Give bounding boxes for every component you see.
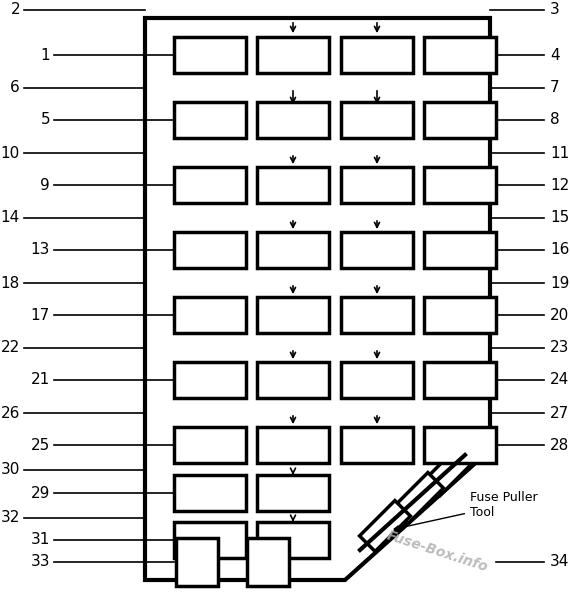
Text: 23: 23 [550,340,569,355]
Text: 22: 22 [1,340,20,355]
Text: 25: 25 [31,437,50,452]
Text: 2: 2 [10,2,20,17]
Text: 21: 21 [31,373,50,388]
Text: 8: 8 [550,113,560,127]
Text: 9: 9 [40,178,50,193]
Bar [341,37,413,73]
Text: 26: 26 [1,406,20,421]
Bar [247,538,289,586]
Text: 3: 3 [550,2,560,17]
Bar [424,427,496,463]
Bar [174,362,246,398]
Text: 24: 24 [550,373,569,388]
Bar [257,232,329,268]
Text: 11: 11 [550,145,569,160]
Text: 13: 13 [31,242,50,257]
Text: 15: 15 [550,211,569,226]
Text: 29: 29 [31,485,50,500]
Bar [424,167,496,203]
Text: 33: 33 [31,554,50,569]
Bar [257,297,329,333]
Bar [424,102,496,138]
Text: 14: 14 [1,211,20,226]
Bar [341,427,413,463]
Bar [341,102,413,138]
Text: 6: 6 [10,80,20,95]
Text: 31: 31 [31,533,50,547]
Text: 18: 18 [1,275,20,290]
Bar [257,102,329,138]
Text: 10: 10 [1,145,20,160]
Bar [424,362,496,398]
Text: 1: 1 [40,47,50,62]
Bar [174,102,246,138]
Text: 16: 16 [550,242,569,257]
Polygon shape [360,500,410,551]
Polygon shape [425,445,475,496]
Text: 7: 7 [550,80,560,95]
Text: 4: 4 [550,47,560,62]
Bar [174,427,246,463]
Bar [257,362,329,398]
Bar [341,232,413,268]
Bar [257,167,329,203]
Text: 34: 34 [550,554,569,569]
Polygon shape [393,473,443,523]
Text: Fuse-Box.info: Fuse-Box.info [385,529,490,575]
Bar [257,427,329,463]
Bar [424,232,496,268]
Text: 5: 5 [40,113,50,127]
Bar [257,475,329,511]
Bar [174,37,246,73]
Bar [174,167,246,203]
Text: 19: 19 [550,275,569,290]
Bar [257,522,329,558]
Bar [174,522,246,558]
Text: 12: 12 [550,178,569,193]
Bar [174,232,246,268]
Text: 30: 30 [1,463,20,478]
Text: Fuse Puller
Tool: Fuse Puller Tool [394,491,538,530]
Text: 27: 27 [550,406,569,421]
Bar [341,362,413,398]
Bar [424,297,496,333]
Bar [176,538,218,586]
Text: 28: 28 [550,437,569,452]
Bar [424,37,496,73]
Text: 17: 17 [31,307,50,323]
Text: 32: 32 [1,511,20,526]
Bar [257,37,329,73]
Text: 20: 20 [550,307,569,323]
Bar [341,167,413,203]
Bar [341,297,413,333]
Bar [174,475,246,511]
Bar [174,297,246,333]
